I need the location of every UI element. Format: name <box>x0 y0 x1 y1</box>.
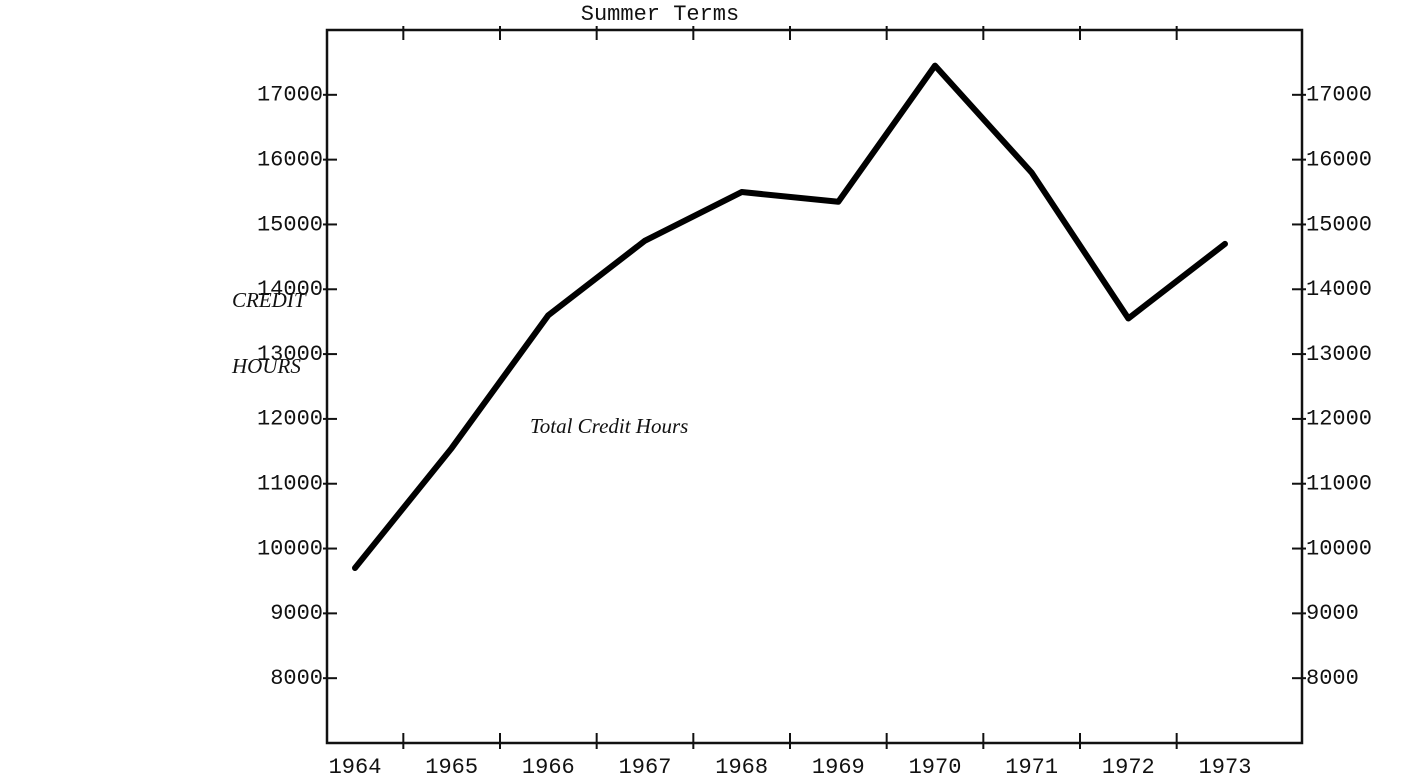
x-tick-label: 1970 <box>909 755 962 780</box>
y2-tick-label: 11000 <box>1306 472 1372 497</box>
y2-tick-label: 8000 <box>1306 666 1359 691</box>
y-tick-label: 8000 <box>270 666 323 691</box>
annotation: Total Credit Hours <box>530 414 688 438</box>
y2-tick-label: 9000 <box>1306 601 1359 626</box>
chart-title: Summer Terms <box>581 2 739 27</box>
y-tick-label: 12000 <box>257 407 323 432</box>
data-line <box>352 62 1228 571</box>
y-tick-label: 9000 <box>270 601 323 626</box>
y2-tick-label: 16000 <box>1306 147 1372 172</box>
x-tick-label: 1966 <box>522 755 575 780</box>
y2-tick-label: 14000 <box>1306 277 1372 302</box>
y-tick-label: 10000 <box>257 536 323 561</box>
x-tick-label: 1969 <box>812 755 865 780</box>
y-axis-label: CREDIT <box>232 288 307 312</box>
y-axis-label: HOURS <box>231 354 301 378</box>
x-tick-label: 1973 <box>1199 755 1252 780</box>
y-tick-label: 16000 <box>257 147 323 172</box>
x-tick-label: 1972 <box>1102 755 1155 780</box>
x-tick-label: 1965 <box>425 755 478 780</box>
y2-tick-label: 10000 <box>1306 536 1372 561</box>
y-tick-label: 15000 <box>257 212 323 237</box>
y-tick-label: 17000 <box>257 83 323 108</box>
plot-frame <box>325 28 1304 745</box>
y-tick-label: 13000 <box>257 342 323 367</box>
x-tick-label: 1968 <box>715 755 768 780</box>
y2-tick-label: 12000 <box>1306 407 1372 432</box>
x-tick-label: 1971 <box>1005 755 1058 780</box>
y2-tick-label: 15000 <box>1306 212 1372 237</box>
y-tick-label: 14000 <box>257 277 323 302</box>
y2-tick-label: 13000 <box>1306 342 1372 367</box>
x-tick-label: 1967 <box>619 755 672 780</box>
y2-tick-label: 17000 <box>1306 83 1372 108</box>
y-tick-label: 11000 <box>257 472 323 497</box>
x-tick-label: 1964 <box>329 755 382 780</box>
